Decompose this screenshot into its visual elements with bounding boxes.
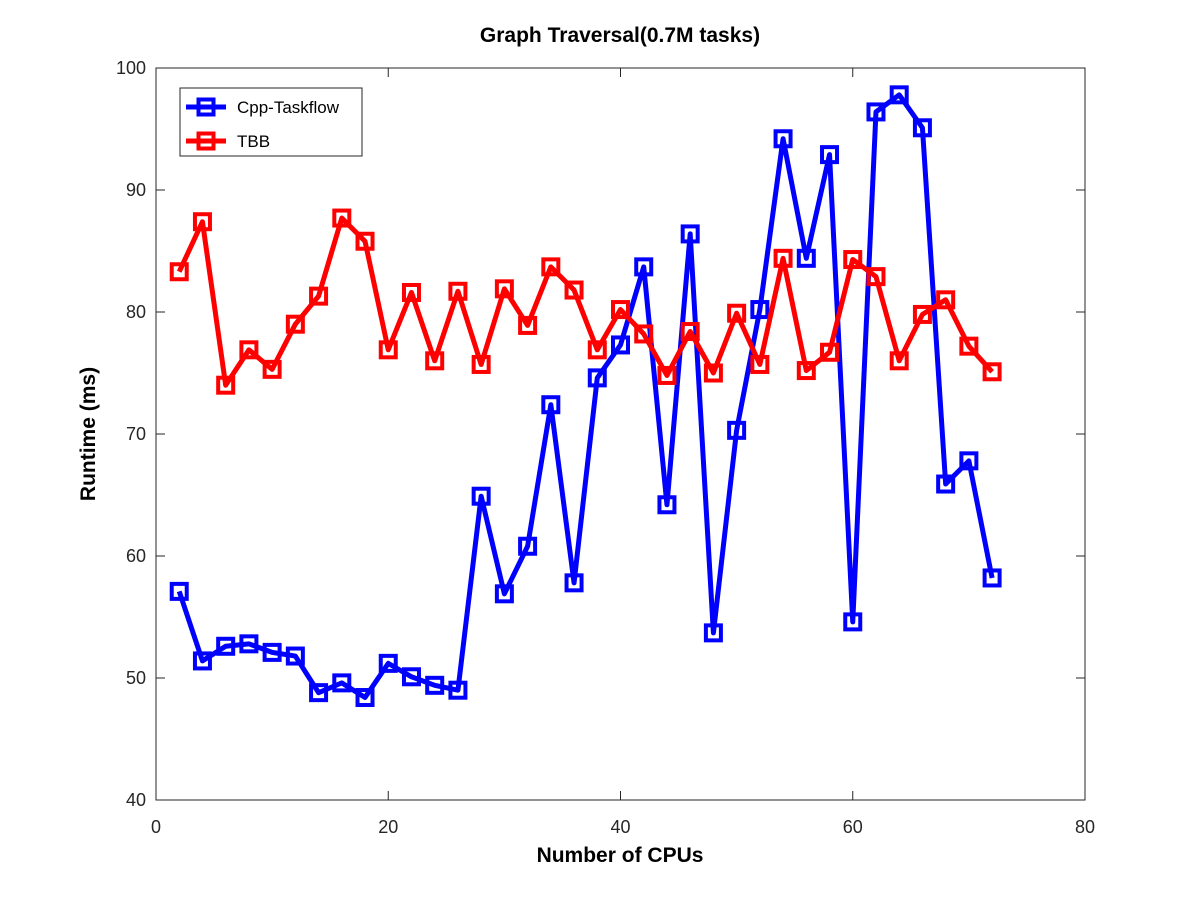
x-tick-label: 40	[610, 817, 630, 837]
legend-label: Cpp-Taskflow	[237, 98, 340, 117]
data-point	[216, 375, 236, 395]
data-point	[703, 363, 723, 383]
data-point	[912, 304, 932, 324]
data-point	[471, 486, 491, 506]
y-axis-title: Runtime (ms)	[77, 367, 100, 501]
data-point	[355, 688, 375, 708]
data-point	[425, 675, 445, 695]
data-point	[611, 335, 630, 355]
data-point	[309, 683, 329, 703]
legend-marker	[196, 97, 216, 117]
x-axis-title: Number of CPUs	[537, 844, 704, 867]
data-point	[889, 85, 909, 105]
y-tick-label: 70	[126, 424, 146, 444]
y-tick-label: 60	[126, 546, 146, 566]
data-point	[657, 495, 677, 515]
data-point	[564, 280, 584, 300]
y-tick-label: 100	[116, 58, 146, 78]
y-tick-label: 90	[126, 180, 146, 200]
data-point	[262, 359, 282, 379]
data-point	[866, 102, 886, 122]
data-point	[494, 279, 514, 299]
data-point	[332, 673, 352, 693]
data-point	[820, 342, 840, 362]
data-point	[448, 680, 468, 700]
y-tick-label: 50	[126, 668, 146, 688]
data-point	[959, 451, 979, 471]
chart-title: Graph Traversal(0.7M tasks)	[480, 24, 760, 47]
data-point	[820, 145, 840, 165]
x-tick-label: 20	[378, 817, 398, 837]
axes-box	[155, 67, 1086, 801]
data-point	[564, 573, 584, 593]
data-point	[192, 651, 212, 671]
data-point	[889, 351, 909, 371]
series-line-1	[176, 215, 994, 388]
data-point	[378, 340, 398, 360]
data-point	[843, 612, 863, 632]
y-tick-label: 80	[126, 302, 146, 322]
plot-area: 0 20 40 60 80 40 50 60 70 80 90 100	[116, 58, 1095, 837]
data-point	[982, 362, 1002, 382]
data-point	[541, 257, 561, 277]
data-point	[169, 262, 189, 282]
data-point	[773, 129, 793, 149]
data-point	[796, 361, 816, 381]
data-point	[285, 314, 305, 334]
data-point	[750, 354, 770, 374]
data-point	[285, 646, 305, 666]
data-point	[959, 336, 979, 356]
data-point	[216, 636, 236, 656]
legend: Cpp-Taskflow TBB	[179, 87, 363, 157]
data-point	[448, 281, 468, 301]
legend-label: TBB	[237, 132, 270, 151]
data-point	[425, 351, 445, 371]
data-point	[541, 395, 561, 415]
x-tick-label: 60	[843, 817, 863, 837]
data-point	[518, 536, 538, 556]
data-point	[680, 322, 700, 342]
data-point	[773, 248, 793, 268]
data-point	[401, 282, 421, 302]
x-tick-label: 0	[151, 817, 161, 837]
data-point	[982, 568, 1002, 588]
data-point	[309, 286, 329, 306]
data-point	[494, 584, 514, 604]
data-point	[378, 653, 398, 673]
data-point	[169, 581, 189, 601]
data-point	[936, 474, 956, 494]
data-point	[611, 300, 630, 320]
data-point	[587, 368, 607, 388]
data-point	[587, 340, 607, 360]
data-point	[680, 224, 700, 244]
data-point	[634, 324, 654, 344]
data-point	[192, 212, 212, 232]
data-point	[634, 257, 654, 277]
data-point	[332, 208, 352, 228]
y-tick-label: 40	[126, 790, 146, 810]
data-point	[471, 354, 491, 374]
data-point	[750, 300, 770, 320]
data-point	[239, 634, 259, 654]
data-point	[355, 231, 375, 251]
data-point	[796, 248, 816, 268]
data-point	[239, 340, 259, 360]
data-point	[727, 420, 747, 440]
data-point	[401, 667, 421, 687]
data-point	[657, 365, 677, 385]
data-point	[703, 623, 723, 643]
data-point	[843, 250, 863, 270]
data-point	[727, 303, 747, 323]
data-point	[262, 642, 282, 662]
legend-marker	[196, 131, 216, 151]
x-tick-label: 80	[1075, 817, 1095, 837]
data-point	[936, 290, 956, 310]
data-point	[912, 118, 932, 138]
data-point	[866, 267, 886, 287]
data-point	[518, 315, 538, 335]
